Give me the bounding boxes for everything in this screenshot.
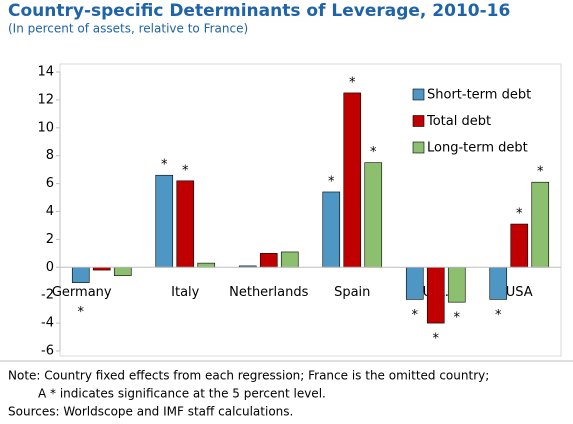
y-tick-label: 12 [37, 92, 54, 107]
significance-marker: * [370, 145, 377, 160]
legend-swatch [412, 88, 425, 101]
y-tick-label: -6 [41, 344, 54, 359]
y-tick-label: -2 [41, 288, 54, 303]
note: A * indicates significance at the 5 perc… [38, 387, 326, 401]
chart-title: Country-specific Determinants of Leverag… [8, 1, 510, 21]
bar [197, 262, 216, 268]
legend-label: Long-term debt [427, 141, 528, 156]
legend-swatch [412, 141, 425, 154]
y-tick-label: 0 [46, 260, 54, 275]
y-tick-label: 8 [46, 148, 54, 163]
significance-marker: * [328, 174, 335, 189]
bar [280, 251, 299, 268]
significance-marker: * [182, 163, 189, 178]
y-tick-label: 14 [37, 65, 54, 80]
legend-label: Short-term debt [427, 88, 531, 103]
x-tick-label: Spain [334, 285, 370, 300]
bar [426, 266, 445, 324]
bar [343, 92, 362, 268]
chart-subtitle: (In percent of assets, relative to Franc… [8, 22, 248, 36]
bar [322, 191, 341, 268]
significance-marker: * [161, 158, 168, 173]
note: Note: Country fixed effects from each re… [8, 369, 489, 383]
x-tick-label: Germany [52, 285, 112, 300]
significance-marker: * [454, 311, 461, 326]
y-tick-label: 4 [46, 204, 54, 219]
legend-swatch [412, 115, 425, 127]
significance-marker: * [537, 165, 544, 180]
bar [510, 223, 529, 268]
bar [531, 181, 550, 268]
y-tick-label: 2 [46, 232, 54, 247]
significance-marker: * [516, 207, 523, 222]
x-tick-label: USA [506, 285, 533, 300]
significance-marker: * [433, 332, 440, 347]
bar [364, 162, 383, 268]
x-tick-label: Italy [171, 285, 200, 300]
plot-frame [59, 63, 562, 357]
y-tick-label: 6 [46, 176, 54, 191]
legend-label: Total debt [426, 114, 491, 129]
bar [489, 266, 508, 300]
significance-marker: * [412, 308, 419, 323]
bar [447, 266, 466, 303]
bar [155, 174, 174, 268]
bar [176, 180, 195, 268]
bar [71, 266, 90, 283]
bar [113, 266, 132, 276]
significance-marker: * [78, 305, 85, 320]
bar [405, 266, 424, 300]
y-tick-label: -4 [41, 316, 54, 331]
note: Sources: Worldscope and IMF staff calcul… [8, 405, 293, 419]
x-tick-label: Netherlands [229, 285, 308, 300]
significance-marker: * [349, 75, 356, 90]
bar [259, 253, 278, 268]
significance-marker: * [495, 308, 502, 323]
y-tick-label: 10 [37, 120, 54, 135]
